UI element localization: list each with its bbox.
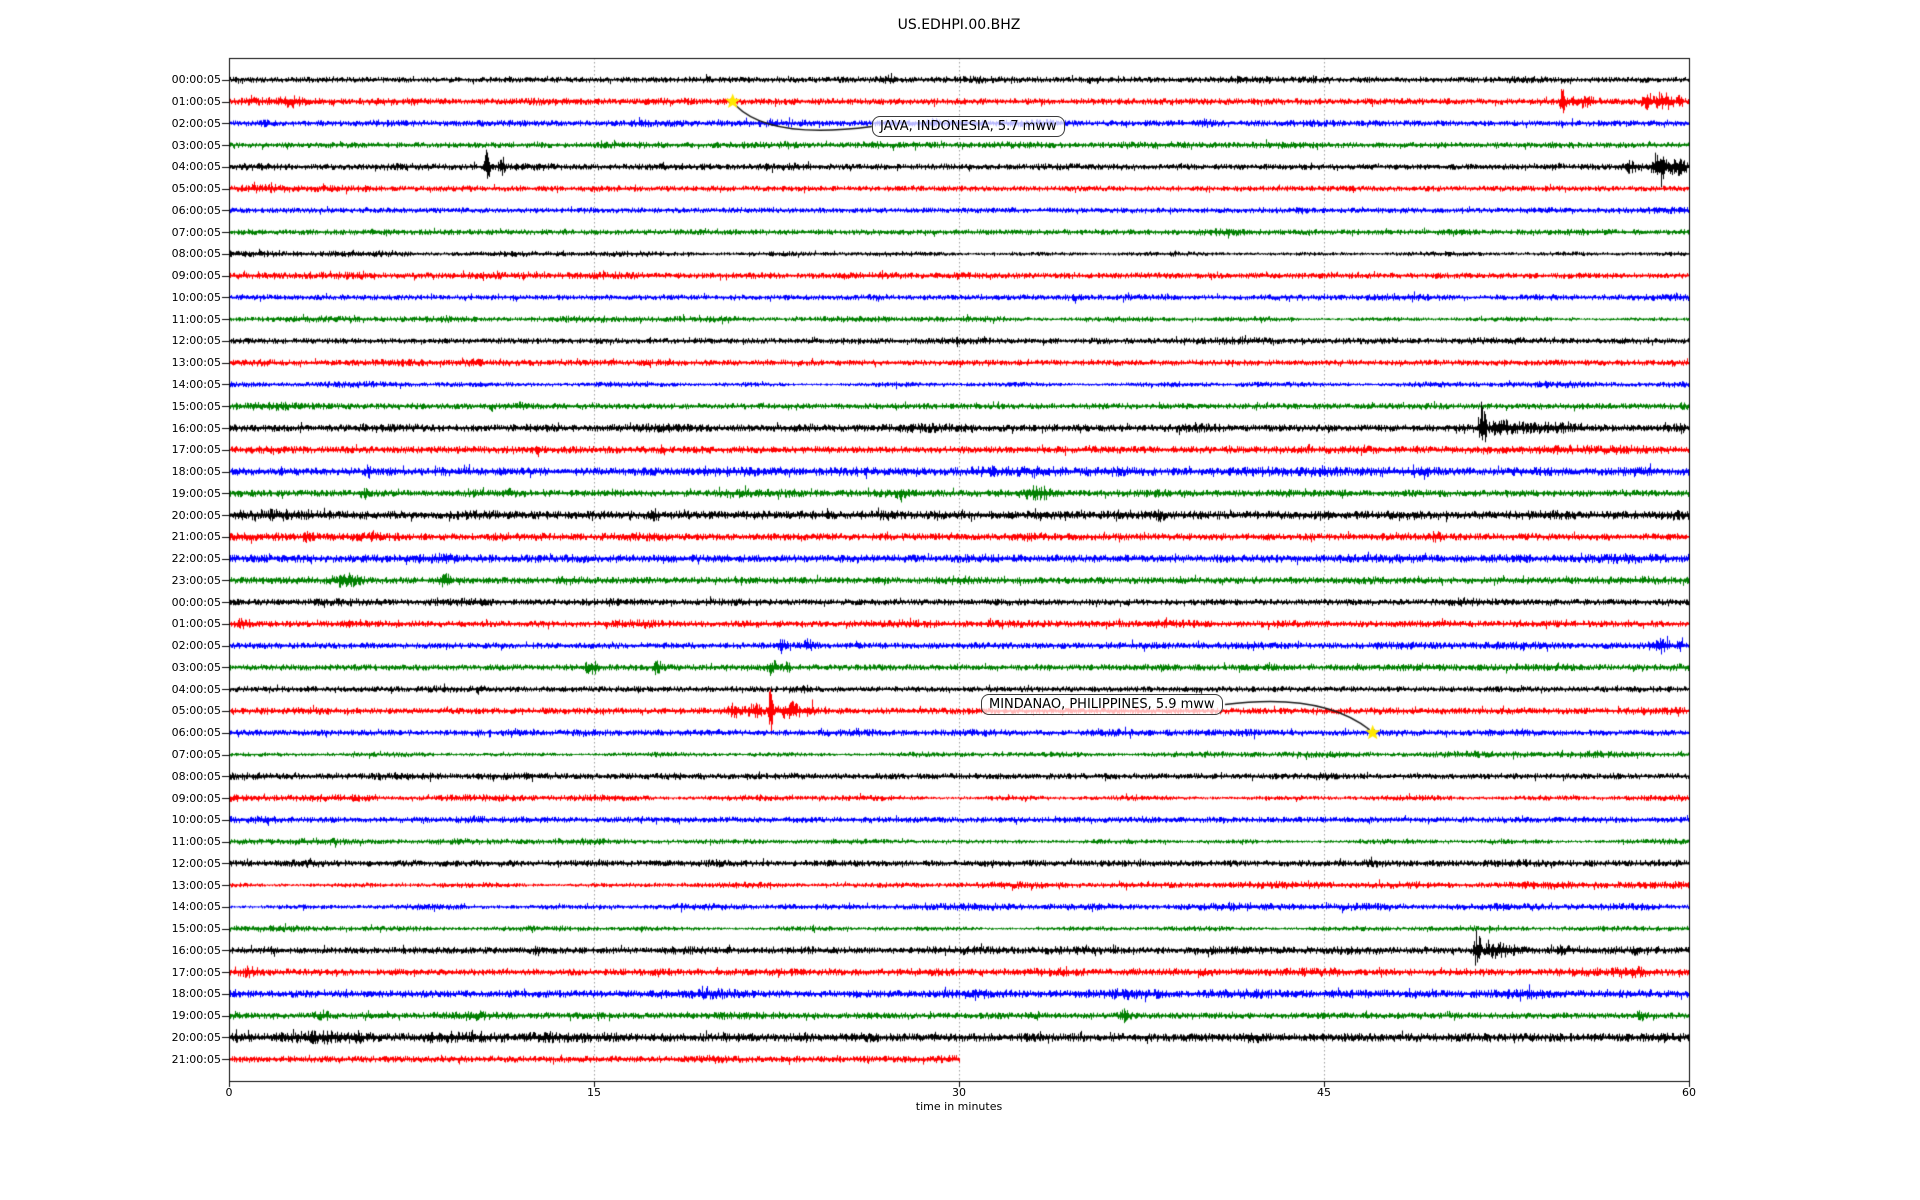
row-label: 03:00:05 [171, 138, 221, 152]
x-tick-label: 15 [587, 1086, 601, 1099]
row-label: 13:00:05 [171, 356, 221, 370]
row-label: 01:00:05 [171, 95, 221, 109]
row-label: 08:00:05 [171, 769, 221, 783]
row-label: 06:00:05 [171, 203, 221, 217]
row-label: 16:00:05 [171, 421, 221, 435]
row-label: 21:00:05 [171, 1052, 221, 1066]
row-label: 15:00:05 [171, 922, 221, 936]
row-label: 14:00:05 [171, 900, 221, 914]
row-label: 13:00:05 [171, 878, 221, 892]
row-label: 05:00:05 [171, 704, 221, 718]
row-label: 03:00:05 [171, 660, 221, 674]
row-label: 14:00:05 [171, 377, 221, 391]
row-label: 12:00:05 [171, 856, 221, 870]
row-label: 16:00:05 [171, 943, 221, 957]
row-label: 18:00:05 [171, 465, 221, 479]
row-label: 12:00:05 [171, 334, 221, 348]
row-label: 11:00:05 [171, 835, 221, 849]
row-label: 11:00:05 [171, 312, 221, 326]
row-label: 00:00:05 [171, 73, 221, 87]
row-label: 15:00:05 [171, 399, 221, 413]
annotation-java-indonesia: JAVA, INDONESIA, 5.7 mww [872, 116, 1065, 137]
row-label: 06:00:05 [171, 726, 221, 740]
x-tick-label: 0 [225, 1086, 233, 1099]
row-label: 23:00:05 [171, 573, 221, 587]
x-tick-label: 30 [952, 1086, 966, 1099]
row-label: 10:00:05 [171, 813, 221, 827]
x-axis-label: time in minutes [915, 1100, 1003, 1113]
row-label: 05:00:05 [171, 182, 221, 196]
row-label: 01:00:05 [171, 617, 221, 631]
annotation-mindanao-philippines: MINDANAO, PHILIPPINES, 5.9 mww [981, 694, 1223, 715]
row-label: 02:00:05 [171, 116, 221, 130]
row-label: 04:00:05 [171, 160, 221, 174]
row-label: 00:00:05 [171, 595, 221, 609]
x-tick-label: 60 [1682, 1086, 1696, 1099]
row-label: 17:00:05 [171, 443, 221, 457]
row-label: 10:00:05 [171, 290, 221, 304]
row-label: 19:00:05 [171, 486, 221, 500]
row-label: 20:00:05 [171, 1030, 221, 1044]
row-label: 08:00:05 [171, 247, 221, 261]
row-label: 17:00:05 [171, 965, 221, 979]
row-label: 04:00:05 [171, 682, 221, 696]
chart-title: US.EDHPI.00.BHZ [897, 17, 1021, 33]
row-label: 09:00:05 [171, 269, 221, 283]
x-tick-label: 45 [1317, 1086, 1331, 1099]
row-label: 07:00:05 [171, 748, 221, 761]
row-label: 07:00:05 [171, 225, 221, 239]
row-label: 09:00:05 [171, 791, 221, 805]
row-label: 18:00:05 [171, 987, 221, 1001]
row-label: 21:00:05 [171, 530, 221, 544]
row-label: 19:00:05 [171, 1009, 221, 1023]
row-label: 22:00:05 [171, 552, 221, 566]
row-label: 20:00:05 [171, 508, 221, 522]
row-label: 02:00:05 [171, 639, 221, 653]
